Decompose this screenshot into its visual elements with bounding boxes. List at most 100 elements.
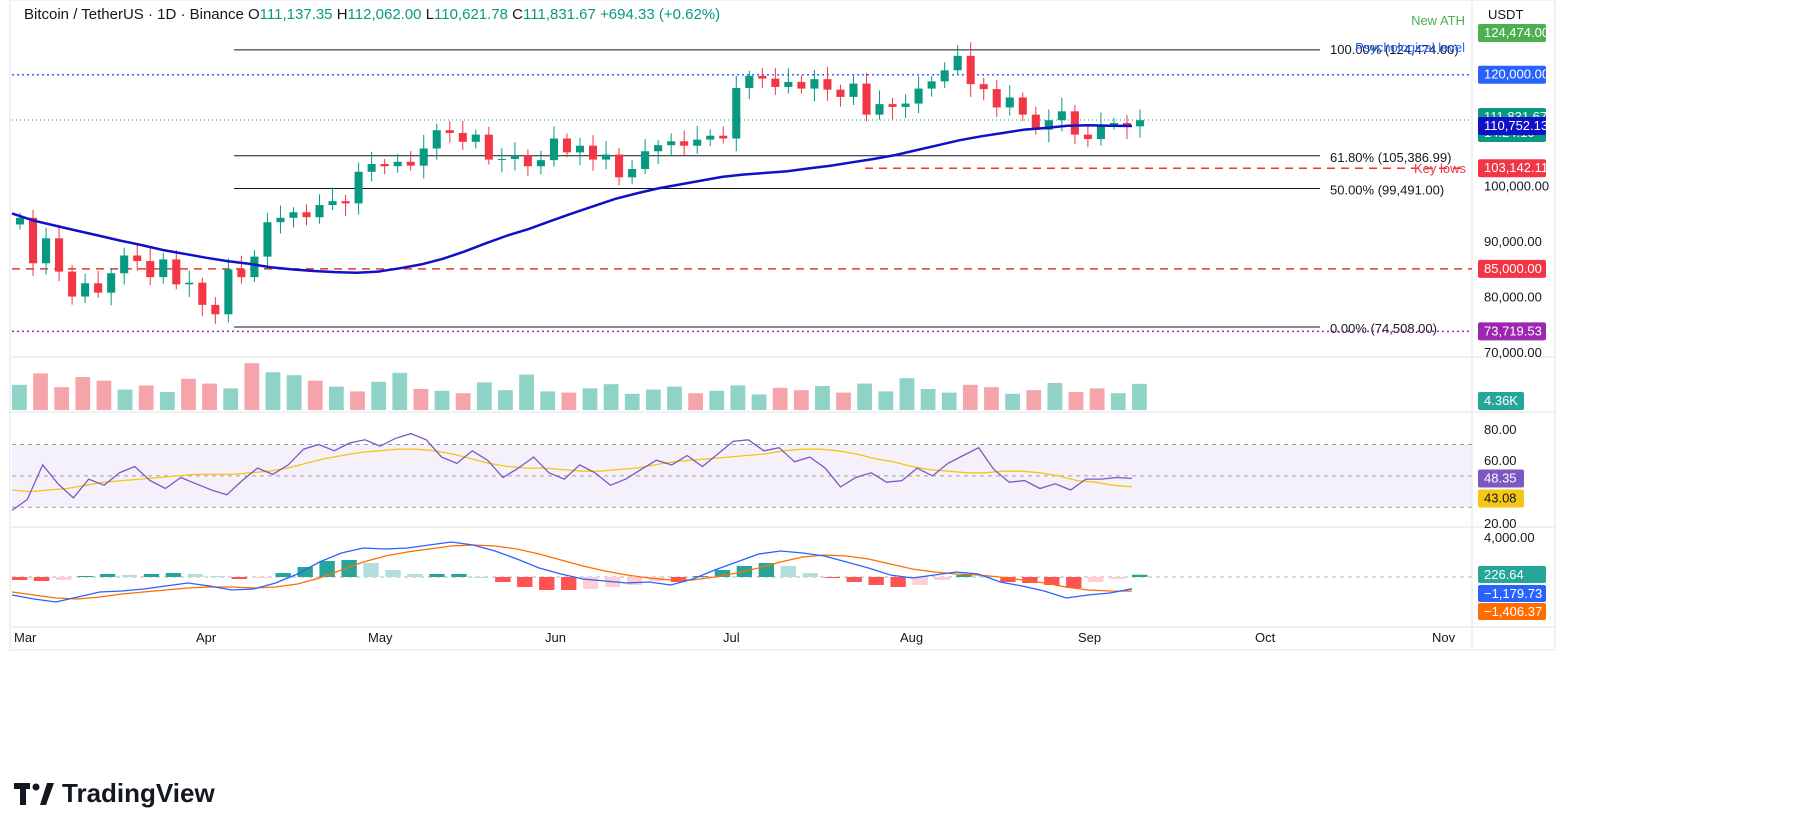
macd-histogram-bar (99, 574, 116, 577)
candle-body (380, 164, 389, 167)
candle-body (55, 238, 64, 272)
candle-body (693, 139, 702, 146)
open-label: O (248, 6, 260, 23)
macd-histogram-bar (187, 574, 204, 577)
volume-bar (920, 389, 936, 410)
volume-bar (667, 386, 682, 410)
volume-bar (328, 386, 344, 410)
macd-histogram-bar (407, 574, 423, 577)
volume-bar (138, 385, 154, 410)
macd-histogram-bar (714, 570, 731, 577)
candle-body (953, 55, 962, 71)
volume-bar (793, 390, 809, 410)
candle-body (120, 255, 129, 274)
macd-histogram-bar (253, 577, 269, 578)
rsi-line (11, 432, 1133, 511)
macd-histogram-bar (561, 577, 577, 590)
macd-histogram-bar (802, 573, 818, 577)
candle-body (979, 84, 988, 90)
price-tag-label: 103,142.11 (1484, 160, 1548, 175)
macd-histogram-bar (868, 577, 884, 585)
volume-bar (709, 390, 725, 410)
candle-body (172, 259, 181, 285)
low-value: 110,621.78 (434, 6, 508, 23)
macd-histogram-bar (890, 577, 906, 587)
candle-body (1096, 124, 1105, 140)
candle-body (68, 271, 77, 297)
candle-body (1044, 120, 1053, 130)
candle-body (615, 154, 624, 178)
candle-body (536, 160, 545, 167)
volume-bar (371, 381, 387, 410)
tradingview-logo-icon (14, 782, 54, 805)
candle-body (654, 145, 663, 152)
time-tick-label: Mar (14, 630, 37, 645)
symbol-title[interactable]: Bitcoin / TetherUS · 1D · Binance (24, 6, 244, 23)
volume-bar (392, 372, 408, 410)
candle-body (940, 70, 949, 82)
volume-bar (772, 387, 788, 410)
macd-histogram-bar (824, 577, 840, 578)
rsi-tag (1478, 469, 1524, 488)
volume-bar (33, 373, 48, 410)
candle-body (771, 78, 780, 87)
candle-body (510, 155, 519, 160)
macd-histogram-bar (165, 573, 182, 577)
candle-body (628, 169, 637, 178)
volume-bar (751, 394, 767, 410)
volume-bar (159, 392, 175, 410)
time-tick-label: Nov (1432, 630, 1456, 645)
volume-bar (75, 377, 91, 410)
fib-level-label: 100.00% (124,474.00) (1330, 42, 1459, 57)
change-value: +694.33 (+0.62%) (600, 6, 721, 23)
rsi-ma-tag (1478, 489, 1524, 508)
volume-bar (202, 383, 217, 410)
candle-body (992, 89, 1001, 108)
candle-body (575, 145, 585, 153)
candle-body (328, 201, 337, 206)
candle-body (42, 238, 51, 264)
new-ath-annotation: New ATH (1411, 13, 1465, 28)
candle-body (549, 138, 558, 161)
volume-bar (54, 387, 70, 410)
candle-body (1122, 122, 1132, 127)
candle-body (263, 222, 272, 257)
price-tick-label: 80,000.00 (1484, 290, 1542, 305)
candle-body (588, 145, 598, 160)
candle-body (315, 205, 324, 218)
volume-bar (962, 384, 978, 410)
candle-body (406, 161, 415, 166)
close-label: C (512, 6, 524, 23)
volume-bar (624, 393, 640, 410)
candle-body (602, 154, 611, 160)
candle-body (159, 259, 168, 278)
close-value: 111,831.67 (523, 6, 596, 23)
candle-body (198, 282, 207, 305)
macd-histogram-bar (275, 573, 291, 577)
volume-bar (96, 380, 112, 410)
price-tag-label: 85,000.00 (1484, 261, 1542, 276)
macd-histogram-bar (539, 577, 555, 590)
macd-histogram-bar (934, 577, 950, 580)
candle-body (393, 161, 402, 167)
candle-body (185, 282, 194, 285)
candle-body (1070, 111, 1079, 135)
candle-body (289, 212, 298, 218)
candle-body (445, 130, 454, 133)
candle-body (419, 148, 428, 166)
candle-body (523, 155, 532, 167)
tradingview-logo[interactable]: TradingView (14, 778, 215, 809)
rsi-ma-line (11, 448, 1133, 493)
macd-histogram-bar (121, 575, 138, 577)
macd-histogram-bar (1000, 577, 1016, 582)
candle-body (224, 269, 233, 315)
macd-histogram-bar (429, 574, 445, 577)
volume-bar (561, 392, 577, 410)
macd-tick-label: 4,000.00 (1484, 530, 1535, 545)
macd-signal-line (11, 544, 1133, 600)
volume-bar (265, 372, 281, 410)
candle-body (927, 81, 936, 89)
macd-histogram-bar (956, 575, 972, 577)
high-value: 112,062.00 (347, 6, 422, 23)
